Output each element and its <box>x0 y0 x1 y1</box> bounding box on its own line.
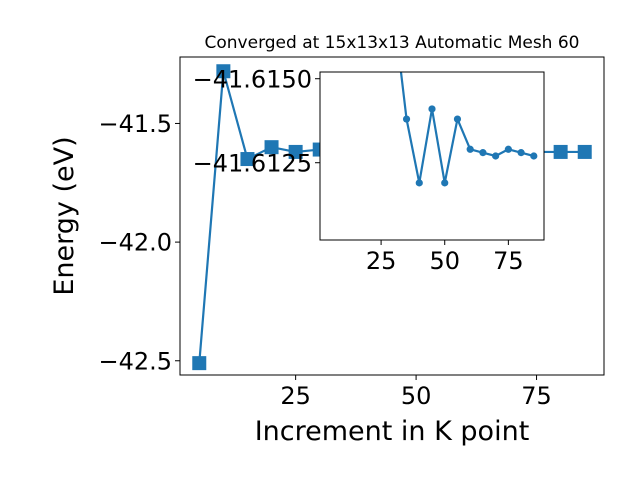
y-tick-label: −41.6150 <box>193 65 312 93</box>
data-point <box>192 356 207 371</box>
data-point <box>216 64 231 79</box>
data-point <box>492 152 500 160</box>
y-axis-label: Energy (eV) <box>49 136 80 295</box>
y-tick-label: −42.0 <box>98 229 172 257</box>
data-point <box>453 115 462 123</box>
chart-title: Converged at 15x13x13 Automatic Mesh 60 <box>205 33 580 53</box>
data-point <box>288 144 303 159</box>
data-point <box>402 115 411 123</box>
y-tick-label: −41.6125 <box>193 149 312 177</box>
x-tick-label: 75 <box>521 382 552 410</box>
x-tick-label: 75 <box>493 247 524 275</box>
inset-background <box>320 72 544 240</box>
inset-ticks: 25 50 75 −41.6150 −41.6125 <box>193 65 524 275</box>
data-point <box>415 179 423 187</box>
data-point <box>553 144 568 159</box>
x-tick-label: 50 <box>401 382 432 410</box>
x-tick-label: 25 <box>366 247 397 275</box>
inset-axes-frame <box>319 71 545 241</box>
main-axes-frame <box>179 56 605 376</box>
data-point <box>504 145 512 153</box>
data-point <box>428 105 436 113</box>
inset-axes: 25 50 75 −41.6150 −41.6125 <box>193 65 545 275</box>
data-point <box>466 145 474 153</box>
data-point <box>240 152 255 167</box>
inset-plot-area <box>399 72 538 187</box>
data-point <box>479 149 487 157</box>
data-point <box>517 149 525 157</box>
main-ticks: 25 50 75 −42.5 −42.0 −41.5 <box>98 110 551 410</box>
main-axes: 25 50 75 −42.5 −42.0 −41.5 Converged at 15x13… <box>49 33 605 447</box>
data-point <box>264 140 279 155</box>
series-group <box>399 72 538 187</box>
y-tick-label: −41.5 <box>98 110 172 138</box>
data-point <box>577 144 592 159</box>
data-point <box>530 152 538 160</box>
x-axis-label: Increment in K point <box>255 416 530 447</box>
x-tick-label: 50 <box>429 247 460 275</box>
y-tick-label: −42.5 <box>98 347 172 375</box>
data-point <box>441 179 449 187</box>
x-tick-label: 25 <box>280 382 311 410</box>
